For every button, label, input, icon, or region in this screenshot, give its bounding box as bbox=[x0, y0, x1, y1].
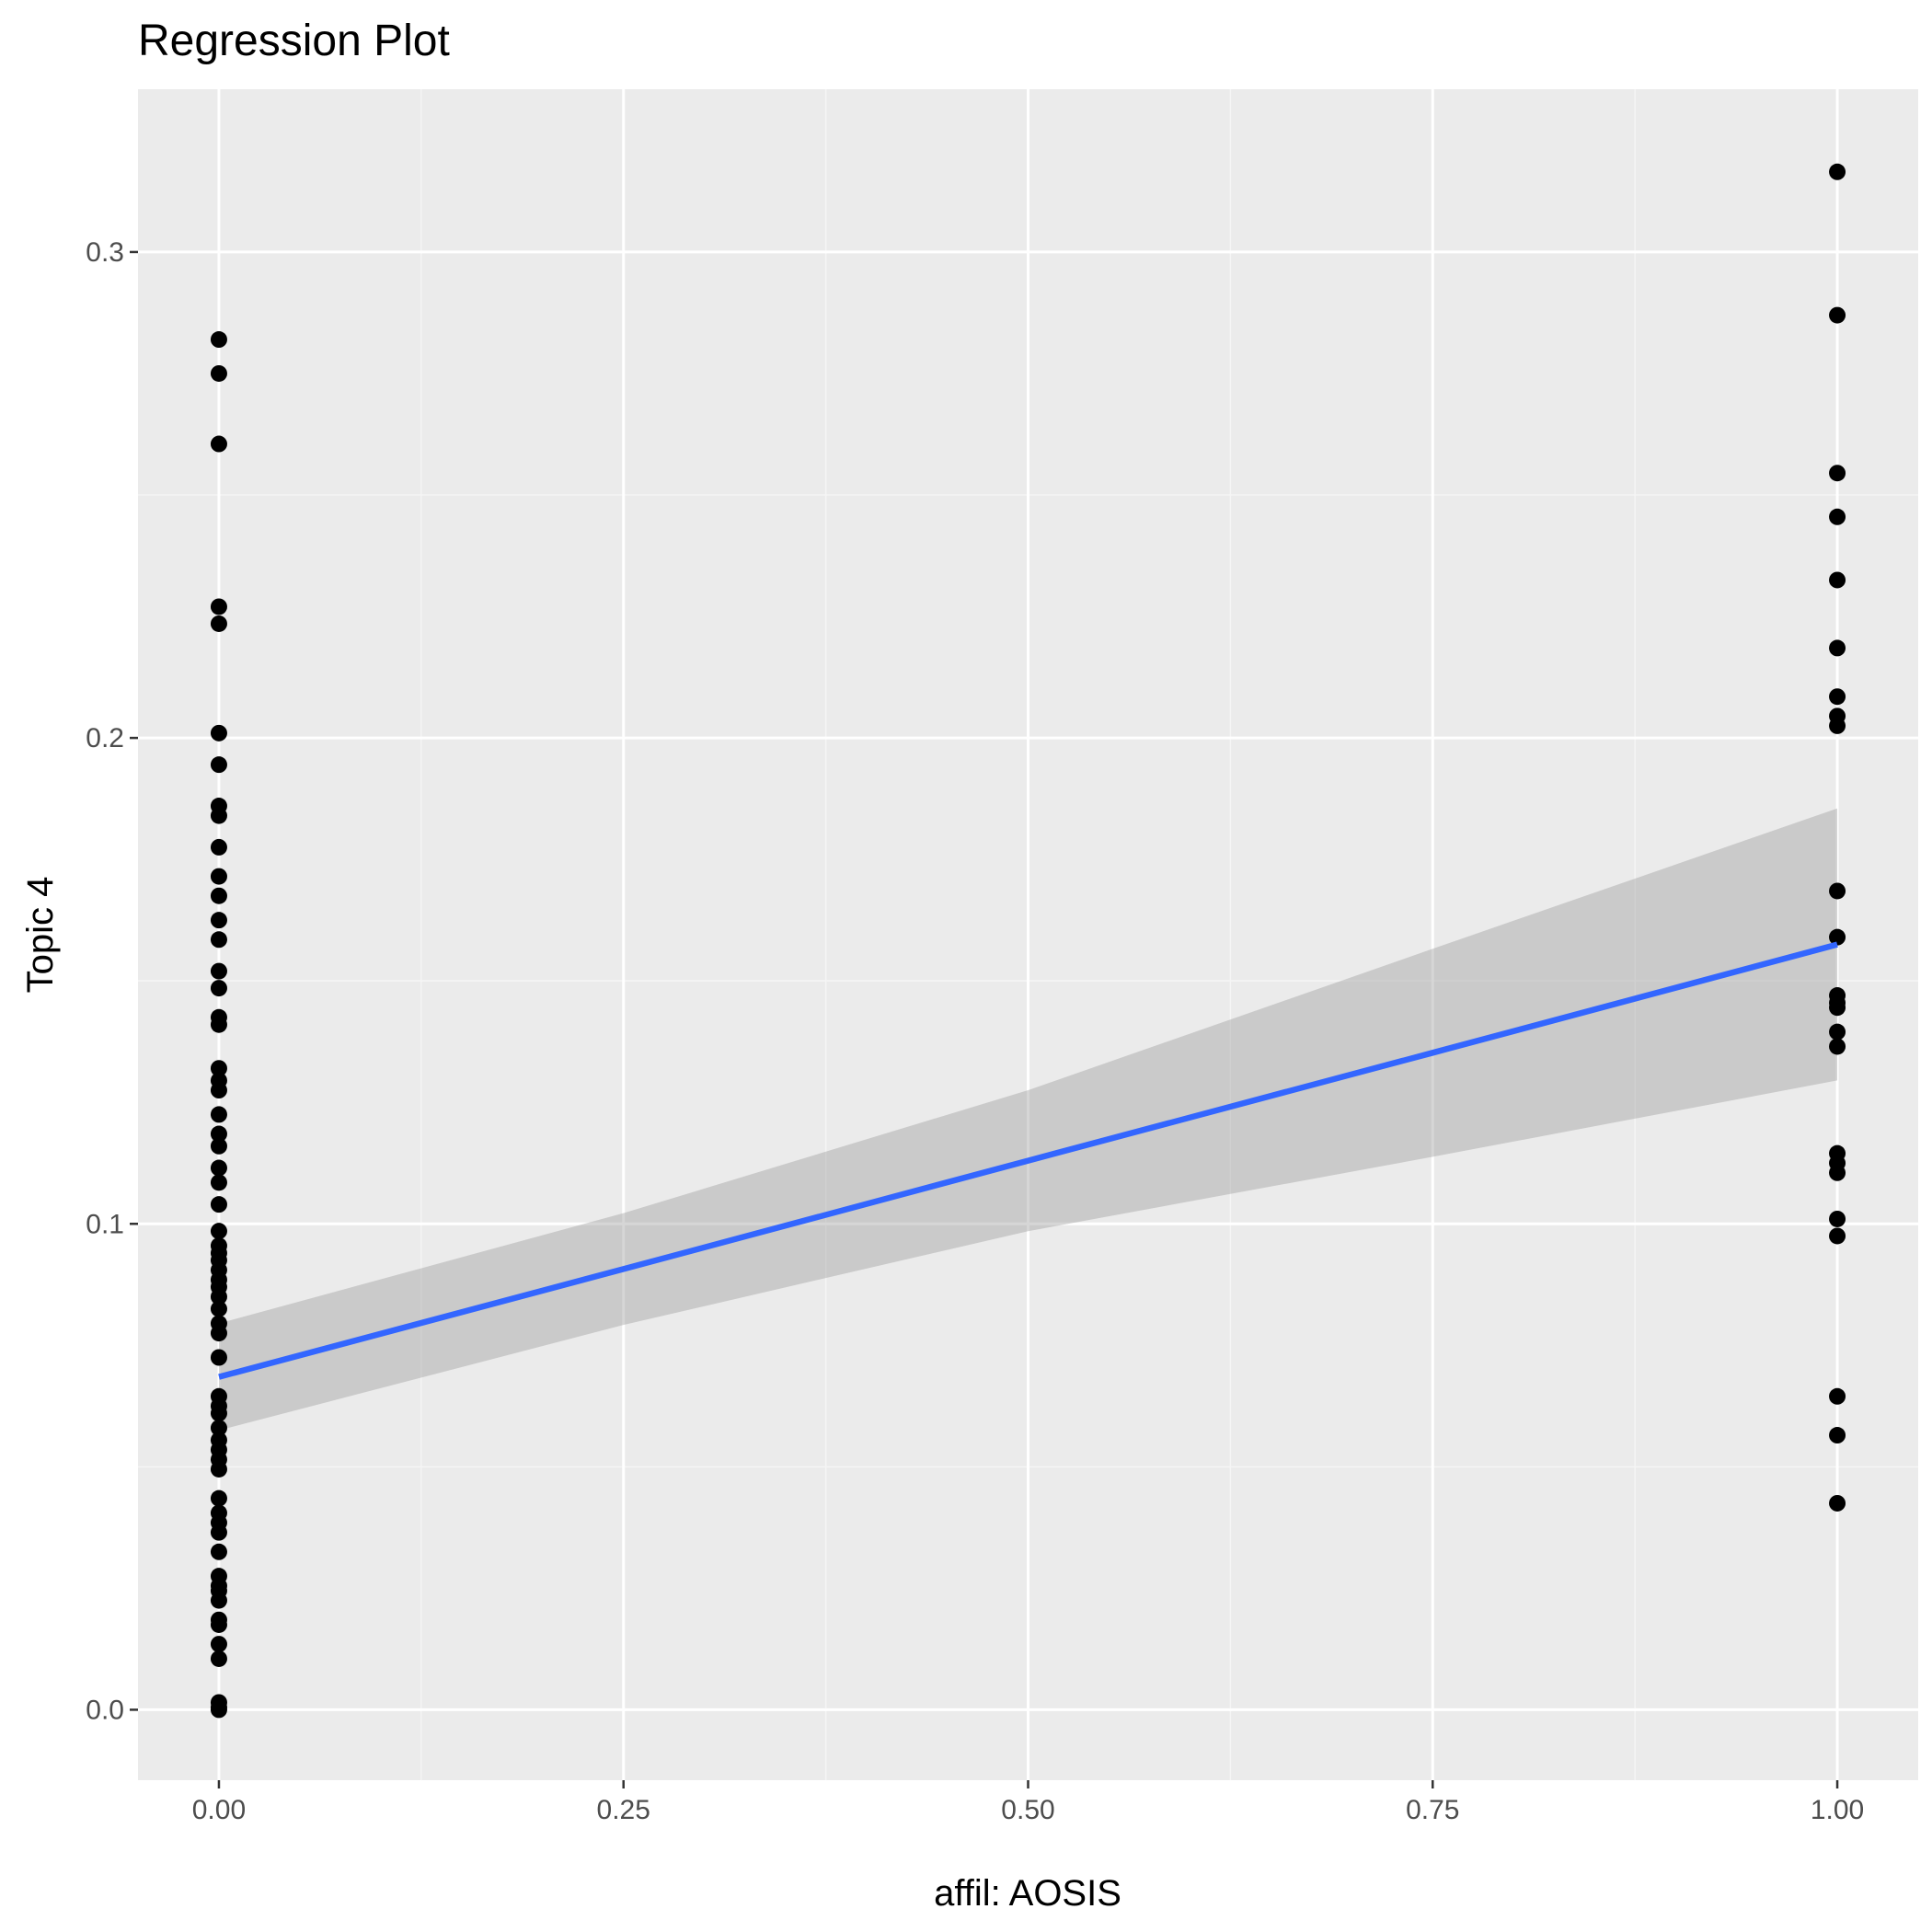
data-point bbox=[1829, 306, 1846, 324]
x-axis-title: affil: AOSIS bbox=[934, 1873, 1121, 1914]
data-point bbox=[210, 1420, 227, 1437]
data-point bbox=[1829, 999, 1846, 1017]
data-point bbox=[210, 807, 227, 824]
data-point bbox=[210, 1650, 227, 1667]
data-point bbox=[210, 1060, 227, 1077]
data-point bbox=[1829, 882, 1846, 900]
data-point bbox=[210, 1636, 227, 1653]
data-point bbox=[1829, 163, 1846, 180]
chart-title: Regression Plot bbox=[138, 17, 450, 65]
data-point bbox=[210, 615, 227, 632]
data-point bbox=[210, 724, 227, 742]
data-point bbox=[210, 364, 227, 382]
y-axis-title: Topic 4 bbox=[20, 877, 61, 994]
data-point bbox=[1829, 1164, 1846, 1181]
data-point bbox=[210, 1137, 227, 1155]
confidence-band bbox=[219, 808, 1837, 1431]
data-point bbox=[210, 1159, 227, 1177]
data-point bbox=[210, 1701, 227, 1719]
data-point bbox=[1829, 571, 1846, 589]
data-point bbox=[210, 1300, 227, 1317]
data-point bbox=[210, 980, 227, 997]
data-point bbox=[1829, 508, 1846, 525]
data-point bbox=[210, 756, 227, 774]
data-point bbox=[210, 887, 227, 904]
data-point bbox=[210, 1592, 227, 1609]
data-point bbox=[1829, 717, 1846, 734]
data-point bbox=[1829, 688, 1846, 706]
data-point bbox=[210, 1223, 227, 1240]
data-point bbox=[210, 912, 227, 929]
data-point bbox=[210, 868, 227, 885]
data-point bbox=[1829, 1227, 1846, 1245]
data-point bbox=[210, 931, 227, 949]
data-point bbox=[210, 962, 227, 980]
data-point bbox=[210, 1460, 227, 1478]
x-tick-label: 0.50 bbox=[1001, 1795, 1054, 1825]
data-point bbox=[1829, 1427, 1846, 1444]
data-point bbox=[1829, 928, 1846, 946]
data-point bbox=[210, 1106, 227, 1123]
regression-line bbox=[218, 941, 1838, 1380]
x-tick-label: 1.00 bbox=[1811, 1795, 1864, 1825]
data-point bbox=[210, 1524, 227, 1541]
data-point bbox=[1829, 1038, 1846, 1055]
data-point bbox=[1829, 465, 1846, 482]
data-point bbox=[1829, 1494, 1846, 1512]
y-tick-label: 0.1 bbox=[86, 1209, 124, 1239]
data-points bbox=[210, 163, 1846, 1719]
data-point bbox=[210, 331, 227, 349]
data-point bbox=[210, 1196, 227, 1213]
x-tick-label: 0.25 bbox=[597, 1795, 650, 1825]
y-axis: 0.0 0.1 0.2 0.3 bbox=[86, 237, 138, 1725]
data-point bbox=[1829, 1210, 1846, 1227]
data-point bbox=[210, 1349, 227, 1366]
data-point bbox=[210, 1405, 227, 1422]
y-tick-label: 0.2 bbox=[86, 723, 124, 753]
data-point bbox=[210, 1016, 227, 1033]
data-point bbox=[210, 1616, 227, 1633]
data-point bbox=[210, 598, 227, 615]
data-point bbox=[210, 1125, 227, 1143]
data-point bbox=[210, 838, 227, 856]
y-tick-label: 0.0 bbox=[86, 1695, 124, 1725]
x-axis: 0.00 0.25 0.50 0.75 1.00 bbox=[192, 1780, 1864, 1825]
data-point bbox=[210, 1543, 227, 1560]
data-point bbox=[210, 435, 227, 453]
data-point bbox=[1829, 1023, 1846, 1041]
data-point bbox=[210, 1489, 227, 1507]
data-point bbox=[1829, 1387, 1846, 1405]
data-point bbox=[210, 1174, 227, 1191]
data-point bbox=[210, 1288, 227, 1305]
data-point bbox=[210, 1082, 227, 1099]
y-tick-label: 0.3 bbox=[86, 237, 124, 268]
x-tick-label: 0.00 bbox=[192, 1795, 246, 1825]
data-point bbox=[210, 1325, 227, 1342]
x-tick-label: 0.75 bbox=[1406, 1795, 1459, 1825]
data-point bbox=[1829, 639, 1846, 657]
